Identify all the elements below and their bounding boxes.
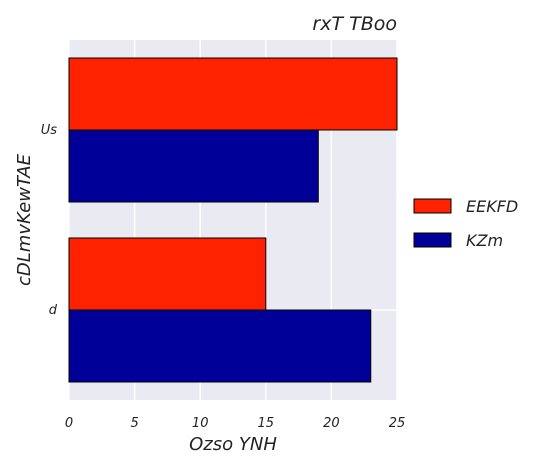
- x-tick-label: 20: [323, 416, 340, 431]
- legend-label: KZm: [466, 231, 503, 250]
- bar-KZm-Us: [68, 129, 319, 203]
- bar-KZm-d: [68, 309, 372, 383]
- bar-EEKFD-Us: [68, 57, 398, 131]
- bars: [68, 57, 398, 383]
- x-tick-label: 15: [258, 416, 275, 431]
- chart-title: rxT TBoo: [312, 13, 397, 35]
- bar-EEKFD-d: [68, 237, 267, 311]
- legend-swatch-EEKFD: [413, 198, 452, 214]
- y-axis-label: cDLmvKewTAE: [14, 153, 35, 286]
- legend: EEKFD KZm: [413, 197, 518, 250]
- y-tick-labels: Us d: [41, 123, 58, 318]
- x-tick-labels: 0 5 10 15 20 25: [65, 416, 405, 431]
- x-tick-label: 5: [130, 416, 138, 431]
- x-tick-label: 25: [389, 416, 406, 431]
- legend-label: EEKFD: [466, 197, 518, 216]
- x-tick-label: 10: [192, 416, 209, 431]
- y-tick-label: d: [49, 303, 58, 318]
- x-axis-label: Ozso YNH: [189, 434, 277, 455]
- x-tick-label: 0: [65, 416, 73, 431]
- y-tick-label: Us: [41, 123, 58, 138]
- legend-swatch-KZm: [413, 232, 452, 248]
